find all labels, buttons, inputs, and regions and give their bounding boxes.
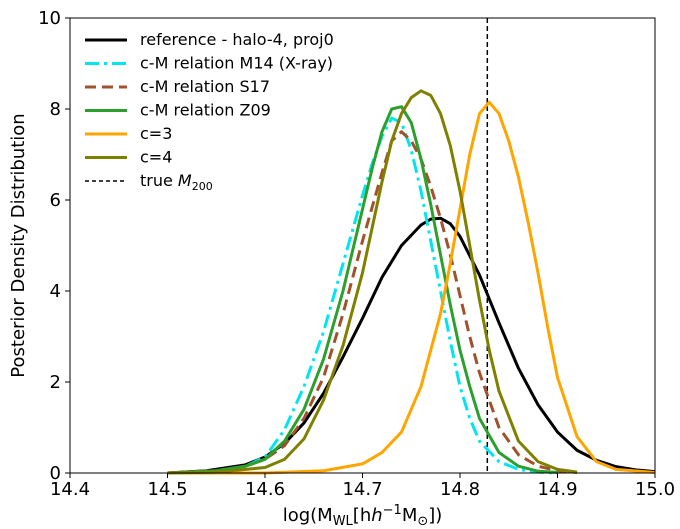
- legend-label-3: c-M relation Z09: [140, 101, 271, 120]
- y-tick-label: 4: [50, 281, 61, 302]
- legend-label-sub: 200: [192, 180, 213, 193]
- legend-label-6: true M200: [140, 171, 213, 193]
- y-tick-label: 6: [50, 190, 61, 211]
- x-tick-label: 15.0: [635, 479, 675, 500]
- x-ticks: 14.4 14.5 14.6 14.7 14.8 14.9 15.0: [50, 473, 675, 500]
- series-line-3: [167, 105, 558, 475]
- series-line-2: [167, 130, 578, 475]
- x-tick-label: 14.6: [245, 479, 285, 500]
- legend-label-text: true: [140, 171, 178, 190]
- x-axis-label-unit-sub: ⊙: [417, 514, 428, 529]
- x-tick-label: 14.4: [50, 479, 90, 500]
- x-tick-label: 14.7: [342, 479, 382, 500]
- y-ticks: 0 2 4 6 8 10: [38, 8, 70, 484]
- series-group: [167, 89, 656, 475]
- x-tick-label: 14.8: [440, 479, 480, 500]
- x-axis-label-main: log(M: [283, 505, 333, 526]
- series-line-0: [167, 216, 656, 475]
- series-line-4: [167, 100, 656, 475]
- legend-label-italic: M: [178, 171, 192, 190]
- y-tick-label: 8: [50, 99, 61, 120]
- series-line-1: [167, 116, 558, 475]
- x-axis-label-h: h: [371, 505, 382, 526]
- legend-label-1: c-M relation M14 (X-ray): [140, 54, 333, 73]
- legend-label-5: c=4: [140, 148, 172, 167]
- legend-label-4: c=3: [140, 124, 172, 143]
- x-axis-label-mid: [h: [353, 505, 371, 526]
- x-axis-label: log(MWL[hh−1M⊙]): [283, 503, 443, 529]
- legend: reference - halo-4, proj0 c-M relation M1…: [85, 30, 334, 193]
- x-tick-label: 14.5: [147, 479, 187, 500]
- x-axis-label-sup: −1: [383, 503, 402, 518]
- y-axis-label: Posterior Density Distribution: [8, 113, 29, 377]
- x-axis-label-unit: M: [402, 505, 418, 526]
- legend-label-0: reference - halo-4, proj0: [140, 30, 334, 49]
- legend-label-2: c-M relation S17: [140, 77, 270, 96]
- y-tick-label: 10: [38, 8, 61, 29]
- x-tick-label: 14.9: [537, 479, 577, 500]
- y-tick-label: 2: [50, 372, 61, 393]
- x-axis-label-close: ]): [428, 505, 442, 526]
- x-axis-label-sub: WL: [333, 514, 354, 529]
- y-tick-label: 0: [50, 463, 61, 484]
- series-line-5: [167, 89, 578, 475]
